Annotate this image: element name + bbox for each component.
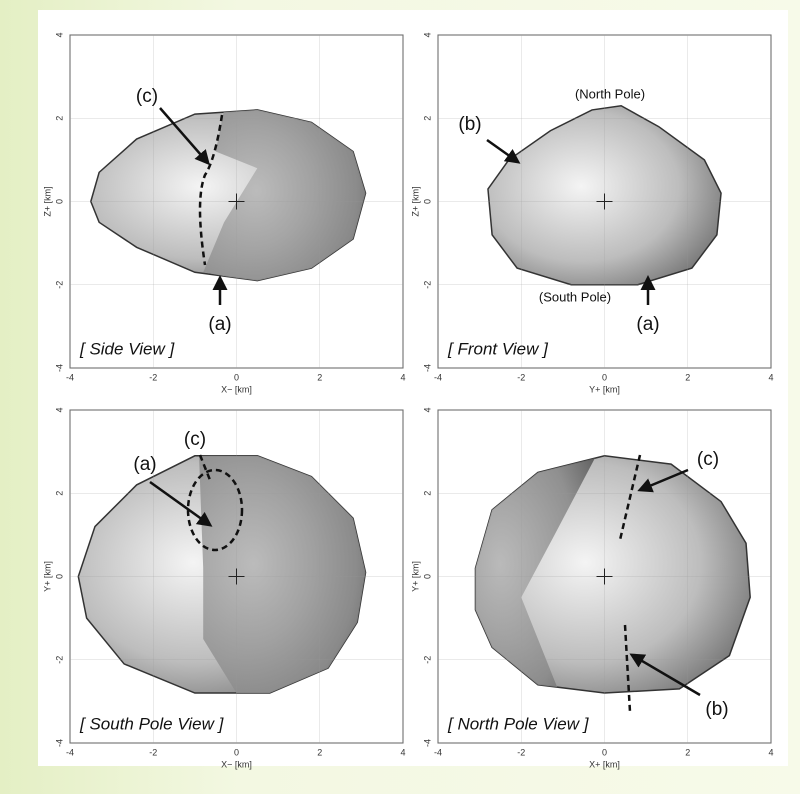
panel: -4-4 -2 -2 0 0 2 2 4 4 X− [km] Y+ [km] [ South Pole… — [42, 407, 405, 769]
x-tick-label: 4 — [768, 747, 773, 757]
y-tick-label: 0 — [422, 199, 432, 204]
x-tick-label: 4 — [400, 372, 405, 382]
x-tick-label: 4 — [400, 747, 405, 757]
y-tick-label: -4 — [422, 364, 432, 372]
x-tick-label: -2 — [517, 372, 525, 382]
annotation: (c) — [136, 86, 158, 107]
y-tick-label: -4 — [54, 739, 64, 747]
x-axis-label: Y+ [km] — [589, 384, 620, 394]
x-tick-label: -4 — [66, 372, 74, 382]
x-tick-label: 4 — [768, 372, 773, 382]
y-tick-label: 2 — [54, 116, 64, 121]
annotation: (b) — [458, 114, 481, 135]
x-tick-label: 2 — [317, 372, 322, 382]
view-label: [ Side View ] — [79, 339, 175, 358]
y-tick-label: -2 — [54, 656, 64, 664]
panel: -4-4 -2 -2 0 0 2 2 4 4 X+ [km] Y+ [km] [ North Pole… — [410, 407, 773, 769]
x-tick-label: 0 — [234, 372, 239, 382]
y-tick-label: 4 — [54, 407, 64, 412]
figure: -4-4-2-2002244X− [km]Z+ [km][ Side View … — [0, 0, 800, 794]
y-tick-label: 0 — [54, 199, 64, 204]
y-tick-label: 4 — [422, 32, 432, 37]
x-axis-label: X− [km] — [221, 759, 252, 769]
panel: -4-4 -2 -2 0 0 2 2 4 4 X− [km] Z+ [km] [ Side View … — [42, 32, 405, 394]
annotation: (a) — [133, 454, 156, 475]
view-label: [ South Pole View ] — [79, 714, 225, 733]
panel: -4-4 -2 -2 0 0 2 2 4 4 Y+ [km] Z+ [km] [ Front View… — [410, 32, 773, 394]
y-tick-label: 4 — [54, 32, 64, 37]
x-tick-label: -4 — [66, 747, 74, 757]
y-axis-label: Z+ [km] — [42, 186, 52, 216]
annotation: (a) — [636, 314, 659, 335]
y-tick-label: 4 — [422, 407, 432, 412]
y-tick-label: 2 — [54, 491, 64, 496]
x-axis-label: X− [km] — [221, 384, 252, 394]
x-tick-label: 2 — [685, 372, 690, 382]
x-tick-label: 0 — [602, 747, 607, 757]
y-tick-label: -2 — [422, 656, 432, 664]
y-tick-label: 2 — [422, 116, 432, 121]
annotation: (c) — [184, 429, 206, 450]
view-label: [ North Pole View ] — [447, 714, 590, 733]
x-tick-label: 0 — [602, 372, 607, 382]
x-tick-label: -4 — [434, 372, 442, 382]
annotation: (a) — [208, 314, 231, 335]
x-tick-label: 2 — [685, 747, 690, 757]
x-tick-label: 0 — [234, 747, 239, 757]
y-tick-label: -4 — [54, 364, 64, 372]
y-tick-label: -2 — [54, 281, 64, 289]
x-tick-label: -2 — [149, 747, 157, 757]
y-tick-label: 0 — [422, 574, 432, 579]
x-tick-label: -4 — [434, 747, 442, 757]
x-tick-label: -2 — [149, 372, 157, 382]
y-tick-label: -2 — [422, 281, 432, 289]
view-label: [ Front View ] — [447, 339, 549, 358]
y-tick-label: 0 — [54, 574, 64, 579]
y-tick-label: -4 — [422, 739, 432, 747]
annotation: (North Pole) — [575, 86, 645, 101]
y-axis-label: Y+ [km] — [410, 561, 420, 592]
x-axis-label: X+ [km] — [589, 759, 620, 769]
y-axis-label: Z+ [km] — [410, 186, 420, 216]
annotation: (South Pole) — [539, 289, 611, 304]
y-axis-label: Y+ [km] — [42, 561, 52, 592]
x-tick-label: -2 — [517, 747, 525, 757]
x-tick-label: 2 — [317, 747, 322, 757]
y-tick-label: 2 — [422, 491, 432, 496]
annotation: (b) — [705, 699, 728, 720]
annotation: (c) — [697, 449, 719, 470]
